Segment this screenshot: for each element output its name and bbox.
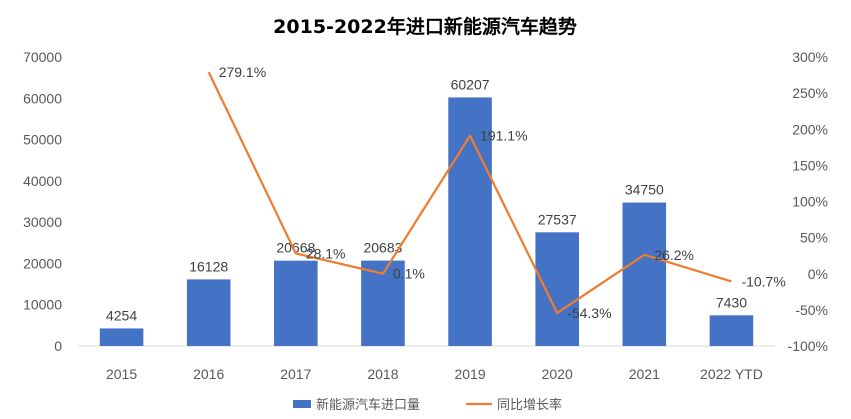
bar — [709, 315, 754, 346]
bar-data-label: 16128 — [189, 258, 228, 274]
y-right-tick-label: 200% — [792, 121, 828, 137]
y-axis-right: -100% -50% 0% 50% 100% 150% 200% 250% 300% — [788, 49, 828, 354]
y-right-tick-label: 100% — [792, 194, 828, 210]
line-data-label: -54.3% — [567, 305, 611, 321]
growth-line — [207, 71, 732, 315]
bar — [274, 260, 318, 346]
y-left-tick-label: 20000 — [23, 255, 62, 271]
y-right-tick-label: 150% — [792, 157, 828, 173]
legend-bar-label: 新能源汽车进口量 — [316, 397, 420, 413]
bar-data-label: 27537 — [538, 211, 577, 227]
y-left-tick-label: 10000 — [23, 297, 62, 313]
bar-data-label: 20683 — [363, 240, 402, 256]
y-left-tick-label: 0 — [54, 338, 62, 354]
x-tick-label: 2016 — [193, 366, 224, 382]
bar — [186, 279, 231, 346]
line-series — [207, 71, 732, 315]
y-axis-left: 0 10000 20000 30000 40000 50000 60000 70000 — [23, 49, 62, 354]
line-data-label: 26.2% — [654, 247, 694, 263]
y-right-tick-label: -50% — [795, 302, 828, 318]
bar-data-label: 60207 — [451, 76, 490, 92]
y-right-tick-label: 50% — [800, 230, 828, 246]
x-tick-label: 2015 — [106, 366, 137, 382]
bar — [361, 260, 405, 346]
x-tick-label: 2021 — [629, 366, 660, 382]
x-tick-label: 2022 YTD — [700, 366, 763, 382]
bar-data-label: 7430 — [716, 294, 747, 310]
bar — [448, 97, 492, 347]
line-data-label: 279.1% — [219, 64, 266, 80]
y-right-tick-label: -100% — [788, 338, 828, 354]
bar — [535, 232, 579, 346]
legend: 新能源汽车进口量 同比增长率 — [293, 397, 562, 413]
bar-data-labels: 4254 16128 20668 20683 60207 27537 34750 7430 — [106, 76, 747, 323]
line-data-label: 28.1% — [306, 245, 346, 261]
y-left-tick-label: 60000 — [23, 90, 62, 106]
x-tick-label: 2017 — [280, 366, 311, 382]
bar-data-label: 34750 — [625, 182, 664, 198]
line-data-label: 191.1% — [480, 128, 527, 144]
line-data-labels: 279.1% 28.1% 0.1% 191.1% -54.3% 26.2% -10.7% — [219, 64, 786, 321]
y-right-tick-label: 0% — [808, 266, 828, 282]
line-data-label: -10.7% — [741, 273, 785, 289]
legend-line-label: 同比增长率 — [497, 397, 562, 413]
bar — [622, 202, 667, 346]
y-left-tick-label: 30000 — [23, 214, 62, 230]
y-left-tick-label: 40000 — [23, 173, 62, 189]
line-data-label: 0.1% — [393, 266, 425, 282]
bar-data-label: 20668 — [276, 240, 315, 256]
chart-title: 2015-2022年进口新能源汽车趋势 — [273, 15, 577, 38]
x-axis: 2015 2016 2017 2018 2019 2020 2021 2022 YTD — [106, 366, 763, 382]
y-left-tick-label: 70000 — [23, 49, 62, 65]
x-tick-label: 2018 — [367, 366, 398, 382]
bar-data-label: 4254 — [106, 307, 137, 323]
x-tick-label: 2019 — [454, 366, 485, 382]
bar-series — [99, 97, 754, 347]
x-tick-label: 2020 — [542, 366, 573, 382]
y-right-tick-label: 250% — [792, 85, 828, 101]
legend-bar-swatch — [293, 400, 311, 408]
y-right-tick-label: 300% — [792, 49, 828, 65]
y-left-tick-label: 50000 — [23, 132, 62, 148]
bar — [99, 328, 144, 346]
